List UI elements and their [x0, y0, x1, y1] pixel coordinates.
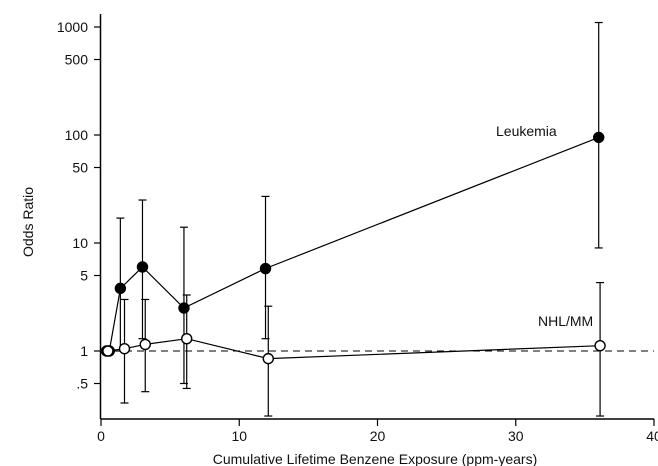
x-tick-label: 0	[97, 428, 105, 444]
y-tick-label: 50	[72, 160, 88, 176]
series-label-nhl-mm: NHL/MM	[538, 313, 593, 329]
data-point-open	[262, 352, 274, 365]
y-tick-label: 10	[72, 235, 88, 251]
data-point-open	[139, 338, 151, 351]
axes: .5 1 5 10 50 100 500 1000 0 10 20 30 40	[57, 14, 658, 444]
x-tick-label: 30	[508, 428, 524, 444]
y-tick-label: 1000	[57, 19, 88, 35]
x-tick-label: 40	[646, 428, 658, 444]
data-point-open	[181, 332, 193, 345]
y-tick-label: 100	[65, 127, 89, 143]
y-tick-label: 500	[65, 52, 89, 68]
series-line	[106, 136, 599, 352]
x-tick-label: 20	[370, 428, 386, 444]
x-tick-label: 10	[231, 428, 247, 444]
y-tick-label: 1	[80, 343, 88, 359]
y-tick-label: .5	[76, 376, 88, 392]
data-point-filled	[136, 261, 149, 273]
series-label-leukemia: Leukemia	[496, 123, 557, 139]
data-point-filled	[114, 282, 127, 295]
series-layer	[100, 21, 606, 417]
x-axis-title: Cumulative Lifetime Benzene Exposure (pp…	[213, 451, 537, 466]
y-tick-label: 5	[80, 268, 88, 284]
data-point-open	[102, 345, 114, 357]
y-axis-title: Odds Ratio	[20, 187, 36, 257]
series-leukemia	[100, 21, 605, 385]
data-point-filled	[178, 302, 190, 314]
series-line	[107, 338, 601, 360]
data-point-open	[594, 339, 606, 352]
data-point-filled	[593, 131, 605, 144]
data-point-filled	[259, 262, 272, 275]
data-point-open	[118, 343, 131, 355]
series-nhl-mm	[102, 281, 606, 417]
